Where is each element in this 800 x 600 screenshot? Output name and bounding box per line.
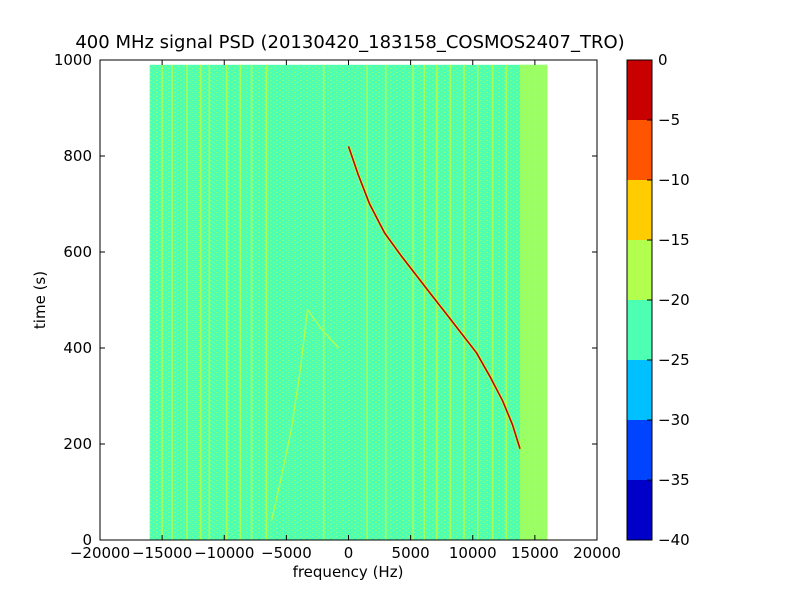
x-axis: −20000 −15000 −10000 −5000 0 5000 10000 15000 20… bbox=[70, 60, 621, 562]
colorbar-level bbox=[627, 240, 652, 300]
chart-title: 400 MHz signal PSD (20130420_183158_COSM… bbox=[75, 32, 624, 53]
colorbar: 0 −5 −10 −15 −20 −25 −30 −35 −40 bbox=[626, 51, 690, 549]
y-tick-label: 0 bbox=[82, 531, 92, 549]
colorbar-tick-label: −25 bbox=[658, 351, 690, 369]
y-tick-label: 800 bbox=[63, 147, 92, 165]
colorbar-tick-label: −5 bbox=[658, 111, 680, 129]
x-tick-label: −5000 bbox=[261, 544, 312, 562]
y-tick-label: 400 bbox=[63, 339, 92, 357]
colorbar-level bbox=[627, 300, 652, 360]
colorbar-tick-label: −20 bbox=[658, 291, 690, 309]
heatmap-background bbox=[149, 64, 548, 540]
x-axis-title: frequency (Hz) bbox=[293, 563, 404, 581]
x-tick-label: −20000 bbox=[70, 544, 130, 562]
y-tick-label: 200 bbox=[63, 435, 92, 453]
y-axis: 0 200 400 600 800 1000 bbox=[54, 51, 597, 549]
colorbar-level bbox=[627, 360, 652, 420]
x-tick-label: −10000 bbox=[194, 544, 254, 562]
colorbar-level bbox=[627, 180, 652, 240]
y-axis-title: time (s) bbox=[31, 271, 49, 329]
colorbar-tick-label: −10 bbox=[658, 171, 690, 189]
x-tick-label: 20000 bbox=[573, 544, 621, 562]
signal-trace bbox=[347, 146, 521, 450]
faint-trace bbox=[306, 309, 340, 349]
y-tick-label: 1000 bbox=[54, 51, 92, 69]
colorbar-tick-label: −30 bbox=[658, 411, 690, 429]
colorbar-tick-label: −35 bbox=[658, 471, 690, 489]
faint-trace bbox=[270, 309, 309, 521]
x-tick-label: 0 bbox=[344, 544, 354, 562]
heatmap-edge-band bbox=[519, 64, 548, 540]
colorbar-tick-label: −15 bbox=[658, 231, 690, 249]
heatmap bbox=[149, 64, 548, 540]
colorbar-level bbox=[627, 60, 652, 120]
x-tick-label: 5000 bbox=[392, 544, 430, 562]
x-tick-label: 15000 bbox=[511, 544, 559, 562]
x-tick-label: 10000 bbox=[449, 544, 497, 562]
colorbar-level bbox=[627, 120, 652, 180]
x-tick-label: −15000 bbox=[132, 544, 192, 562]
colorbar-tick-label: −40 bbox=[658, 531, 690, 549]
colorbar-level bbox=[627, 480, 652, 540]
colorbar-tick-label: 0 bbox=[658, 51, 668, 69]
colorbar-level bbox=[627, 420, 652, 480]
y-tick-label: 600 bbox=[63, 243, 92, 261]
